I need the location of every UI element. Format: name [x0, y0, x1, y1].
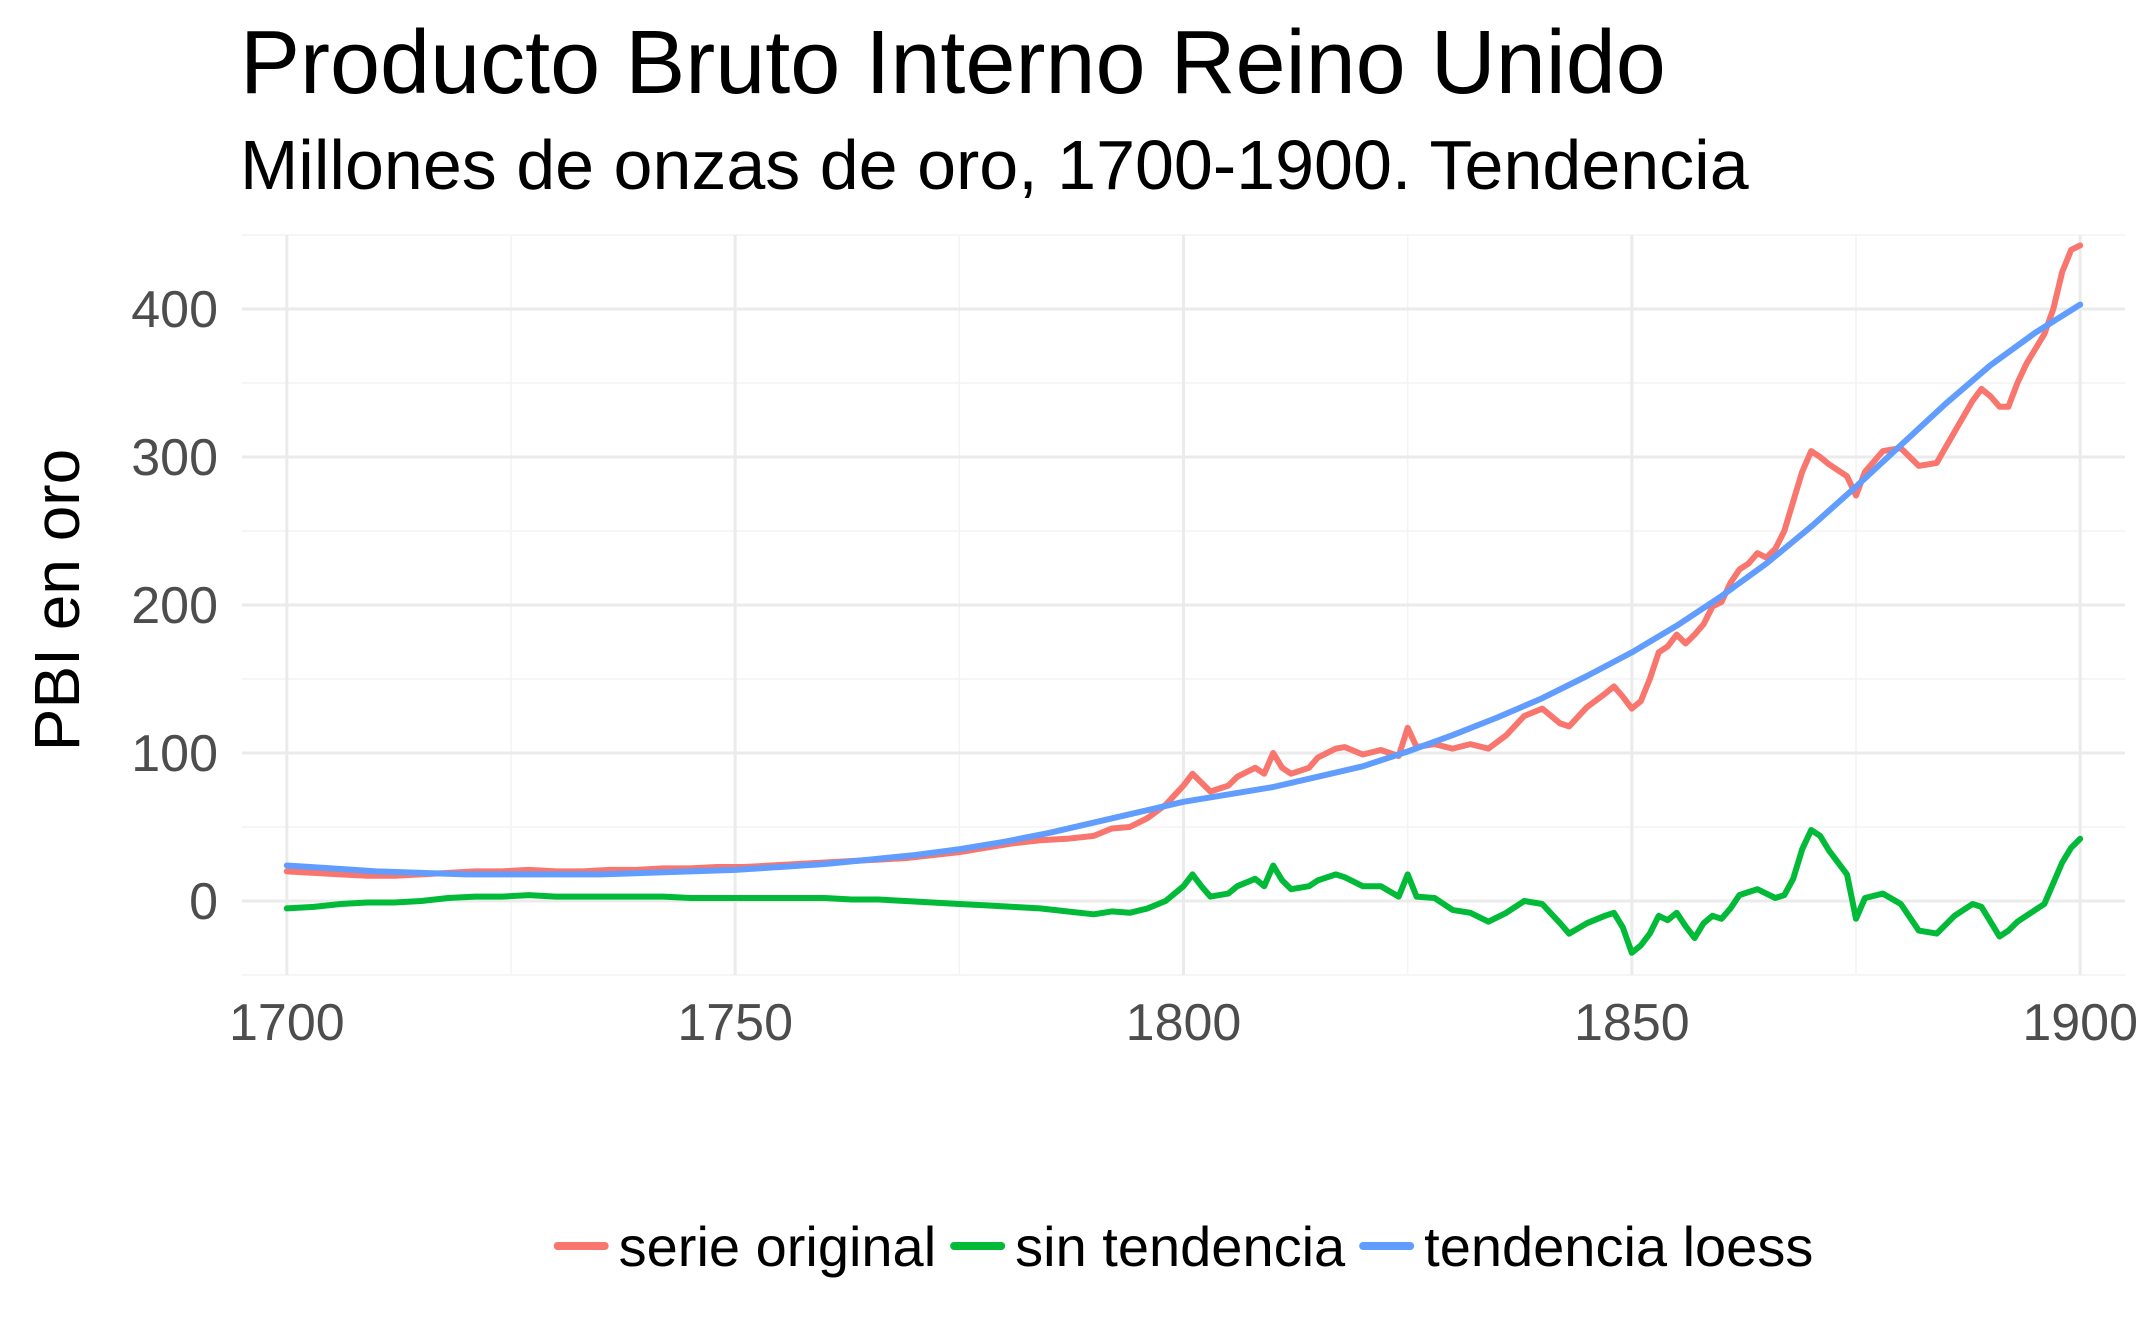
legend-label-serie-original: serie original [619, 1215, 937, 1278]
y-tick-label: 0 [189, 873, 218, 931]
chart-subtitle: Millones de onzas de oro, 1700-1900. Ten… [240, 126, 1749, 204]
series-lines [283, 242, 2084, 956]
x-tick-label: 1750 [677, 994, 793, 1052]
series-line-tendencia-loess [283, 301, 2084, 878]
y-tick-label: 400 [131, 281, 218, 339]
x-tick-label: 1900 [2022, 994, 2138, 1052]
legend-label-tendencia-loess: tendencia loess [1424, 1215, 1813, 1278]
x-tick-label: 1850 [1574, 994, 1690, 1052]
legend-label-sin-tendencia: sin tendencia [1015, 1215, 1346, 1278]
chart-title: Producto Bruto Interno Reino Unido [240, 13, 1666, 113]
x-tick-label: 1700 [229, 994, 345, 1052]
series-line-sin-tendencia [283, 827, 2084, 956]
legend: serie original sin tendencia tendencia loe… [553, 1215, 1813, 1278]
y-tick-label: 100 [131, 725, 218, 783]
x-tick-labels: 1700 1750 1800 1850 1900 [229, 994, 2138, 1052]
y-tick-labels: 0 100 200 300 400 [131, 281, 218, 931]
y-axis-title: PBI en oro [21, 449, 93, 751]
major-gridlines [242, 235, 2125, 975]
x-tick-label: 1800 [1126, 994, 1242, 1052]
y-tick-label: 200 [131, 577, 218, 635]
y-tick-label: 300 [131, 429, 218, 487]
